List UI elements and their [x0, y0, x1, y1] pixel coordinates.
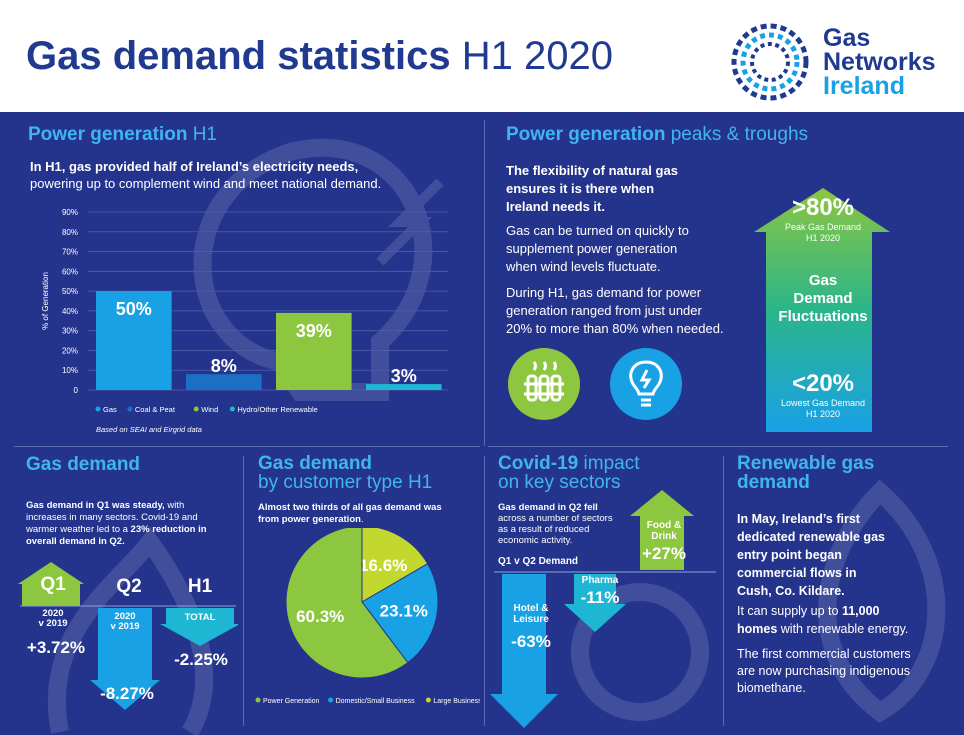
pie-slice-domestic-small-business	[361, 563, 439, 664]
peaks-paragraph-2: Gas can be turned on quickly to supplemen…	[506, 223, 689, 274]
peaks-heading: Power generation peaks & troughs	[506, 124, 809, 145]
page-title: Gas demand statistics H1 2020	[26, 34, 613, 78]
bar-gas	[96, 291, 172, 390]
header: Gas demand statistics H1 2020 Gas Networ…	[0, 0, 964, 112]
covid-compare-label: Q1 v Q2 Demand	[498, 556, 579, 567]
renewable-paragraph-3: The first commercial customers are now pu…	[737, 647, 911, 695]
legend-marker	[127, 406, 133, 412]
divider	[484, 456, 485, 726]
covid-text: Gas demand in Q2 fell across a number of…	[498, 502, 613, 546]
logo-ring-icon	[731, 23, 809, 101]
bar-data-label: 3%	[391, 366, 417, 386]
legend-marker	[193, 406, 199, 412]
power-generation-bar-chart: 0 10% 20% 30% 40% 50% 60% 70% 80% 90% % of Generat…	[41, 208, 448, 434]
y-tick-label: 80%	[62, 228, 78, 237]
y-tick-label: 0	[74, 386, 79, 395]
legend-item: Gas	[103, 405, 117, 414]
radiator-icon	[508, 348, 580, 420]
pie-slice-power-generation	[285, 528, 409, 679]
q2-sub: 2020 v 2019	[110, 611, 140, 632]
bar-data-label: 39%	[296, 321, 332, 341]
bar-coal-peat	[186, 374, 262, 390]
renewable-heading: Renewable gas demand	[737, 453, 875, 493]
divider	[484, 120, 485, 446]
legend-item: Coal & Peat	[135, 405, 176, 414]
q1-sub: 2020 v 2019	[38, 608, 68, 629]
food-drink-label: Food & Drink	[646, 520, 682, 542]
y-tick-label: 70%	[62, 248, 78, 257]
customer-type-text: Almost two thirds of all gas demand was …	[258, 502, 442, 525]
legend-item: Large Business	[433, 698, 480, 705]
pharma-value: -11%	[580, 588, 620, 607]
pie-data-label: 16.6%	[359, 556, 407, 575]
covid-heading: Covid-19 impact on key sectors	[498, 453, 640, 493]
customer-type-heading: Gas demand by customer type H1	[258, 453, 433, 493]
power-h1-heading: Power generation H1	[28, 124, 217, 145]
gas-fluctuation-arrow	[754, 188, 890, 432]
logo-wordmark: Gas Networks Ireland	[823, 24, 936, 100]
legend-marker	[255, 697, 261, 703]
power-h1-intro: In H1, gas provided half of Ireland’s el…	[30, 159, 382, 191]
main-panel: Power generation H1 In H1, gas provided …	[0, 112, 964, 735]
y-tick-label: 40%	[62, 307, 78, 316]
y-tick-label: 30%	[62, 327, 78, 336]
q2-label: Q2	[116, 576, 142, 597]
bar-data-label: 50%	[116, 299, 152, 319]
y-tick-label: 50%	[62, 287, 78, 296]
legend-marker	[229, 406, 235, 412]
peaks-paragraph-1: The flexibility of natural gas ensures it…	[506, 163, 678, 214]
legend-marker	[95, 406, 101, 412]
divider	[14, 446, 480, 447]
legend-item: Domestic/Small Business	[336, 698, 415, 705]
pie-data-label: 60.3%	[296, 607, 344, 626]
q1-label: Q1	[40, 574, 66, 595]
legend-item: Wind	[201, 405, 218, 414]
divider	[243, 456, 244, 726]
food-drink-value: +27%	[642, 544, 686, 563]
y-axis-label: % of Generation	[41, 272, 50, 330]
customer-type-pie-chart: 16.6% 23.1% 60.3% Power Generation Domestic/…	[255, 528, 480, 705]
bar-data-label: 8%	[211, 356, 237, 376]
bar-wind	[276, 312, 352, 390]
sector-change-arrows	[490, 490, 716, 728]
hotel-leisure-label: Hotel & Leisure	[513, 603, 549, 625]
renewable-paragraph-2: It can supply up to 11,000 homes with re…	[737, 604, 909, 636]
y-tick-label: 90%	[62, 208, 78, 217]
h1-value: -2.25%	[174, 650, 228, 669]
y-tick-label: 20%	[62, 346, 78, 355]
quarterly-change-arrows	[18, 562, 238, 710]
legend-item: Hydro/Other Renewable	[237, 405, 317, 414]
hotel-leisure-value: -63%	[511, 632, 551, 651]
lightbulb-icon	[610, 348, 682, 420]
divider	[723, 456, 724, 726]
pie-data-label: 23.1%	[380, 601, 428, 620]
pie-slice-large-business	[361, 528, 429, 603]
lowest-gas-demand: <20% Lowest Gas Demand H1 2020	[780, 370, 866, 419]
legend-marker	[425, 697, 431, 703]
legend-item: Power Generation	[263, 698, 320, 705]
gas-demand-fluctuations-label: Gas Demand Fluctuations	[778, 272, 868, 325]
bar-hydro-other-renewable	[366, 384, 442, 390]
chart-source: Based on SEAI and Eirgrid data	[96, 425, 202, 434]
gas-demand-heading: Gas demand	[26, 454, 141, 475]
renewable-paragraph-1: In May, Ireland’s first dedicated renewab…	[737, 512, 885, 598]
gas-demand-text: Gas demand in Q1 was steady, with increa…	[26, 500, 207, 547]
divider	[488, 446, 948, 447]
h1-label: H1	[187, 576, 213, 597]
y-tick-label: 60%	[62, 267, 78, 276]
q2-value: -8.27%	[100, 684, 154, 703]
legend-marker	[328, 697, 334, 703]
q1-value: +3.72%	[26, 638, 86, 657]
peaks-paragraph-3: During H1, gas demand for power generatio…	[506, 285, 724, 336]
peak-gas-demand: >80% Peak Gas Demand H1 2020	[784, 194, 862, 243]
y-tick-label: 10%	[62, 366, 78, 375]
pharma-label: Pharma	[581, 575, 619, 586]
h1-sub: TOTAL	[184, 612, 216, 623]
